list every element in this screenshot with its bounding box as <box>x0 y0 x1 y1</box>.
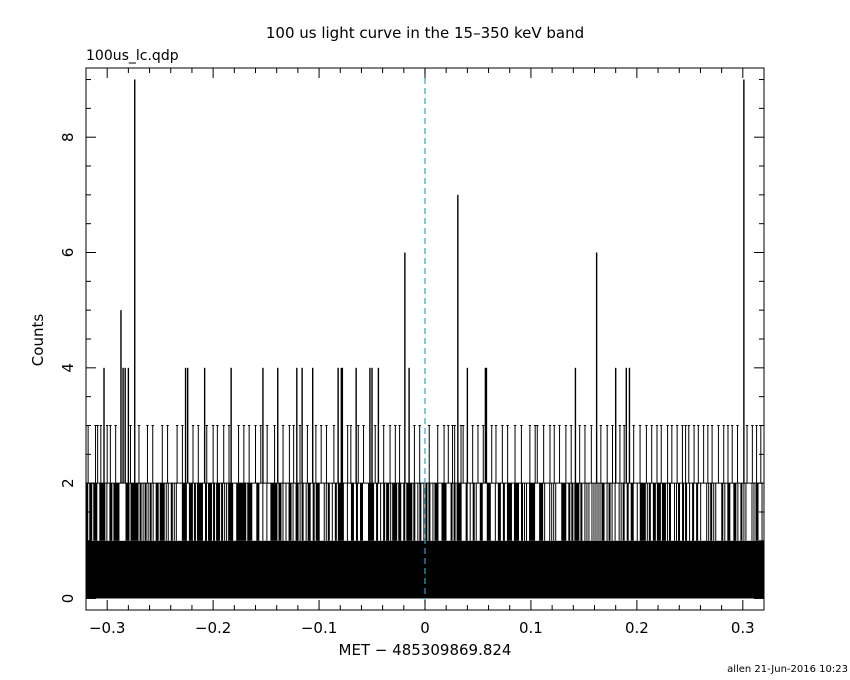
y-tick-label: 8 <box>59 132 77 142</box>
x-tick-label: −0.2 <box>195 619 231 637</box>
y-tick-label: 6 <box>59 248 77 258</box>
x-tick-label: 0 <box>420 619 430 637</box>
x-tick-label: 0.3 <box>731 619 755 637</box>
footer-credit: allen 21-Jun-2016 10:23 <box>727 664 848 675</box>
x-axis-label: MET − 485309869.824 <box>339 641 512 659</box>
x-tick-label: 0.1 <box>519 619 543 637</box>
plot-area <box>86 68 764 610</box>
count-2-bins <box>86 483 763 541</box>
axes: −0.3 −0.2 −0.1 0 0.1 0.2 0.3 0 2 4 6 8 <box>59 67 765 637</box>
y-axis-label: Counts <box>29 314 47 367</box>
y-tick-label: 0 <box>59 594 77 604</box>
x-tick-label: −0.1 <box>301 619 337 637</box>
x-tick-label: −0.3 <box>89 619 125 637</box>
y-tick-label: 4 <box>59 363 77 373</box>
file-label: 100us_lc.qdp <box>86 48 179 64</box>
chart-title: 100 us light curve in the 15–350 keV ban… <box>266 24 584 42</box>
y-tick-label: 2 <box>59 478 77 488</box>
x-tick-label: 0.2 <box>625 619 649 637</box>
